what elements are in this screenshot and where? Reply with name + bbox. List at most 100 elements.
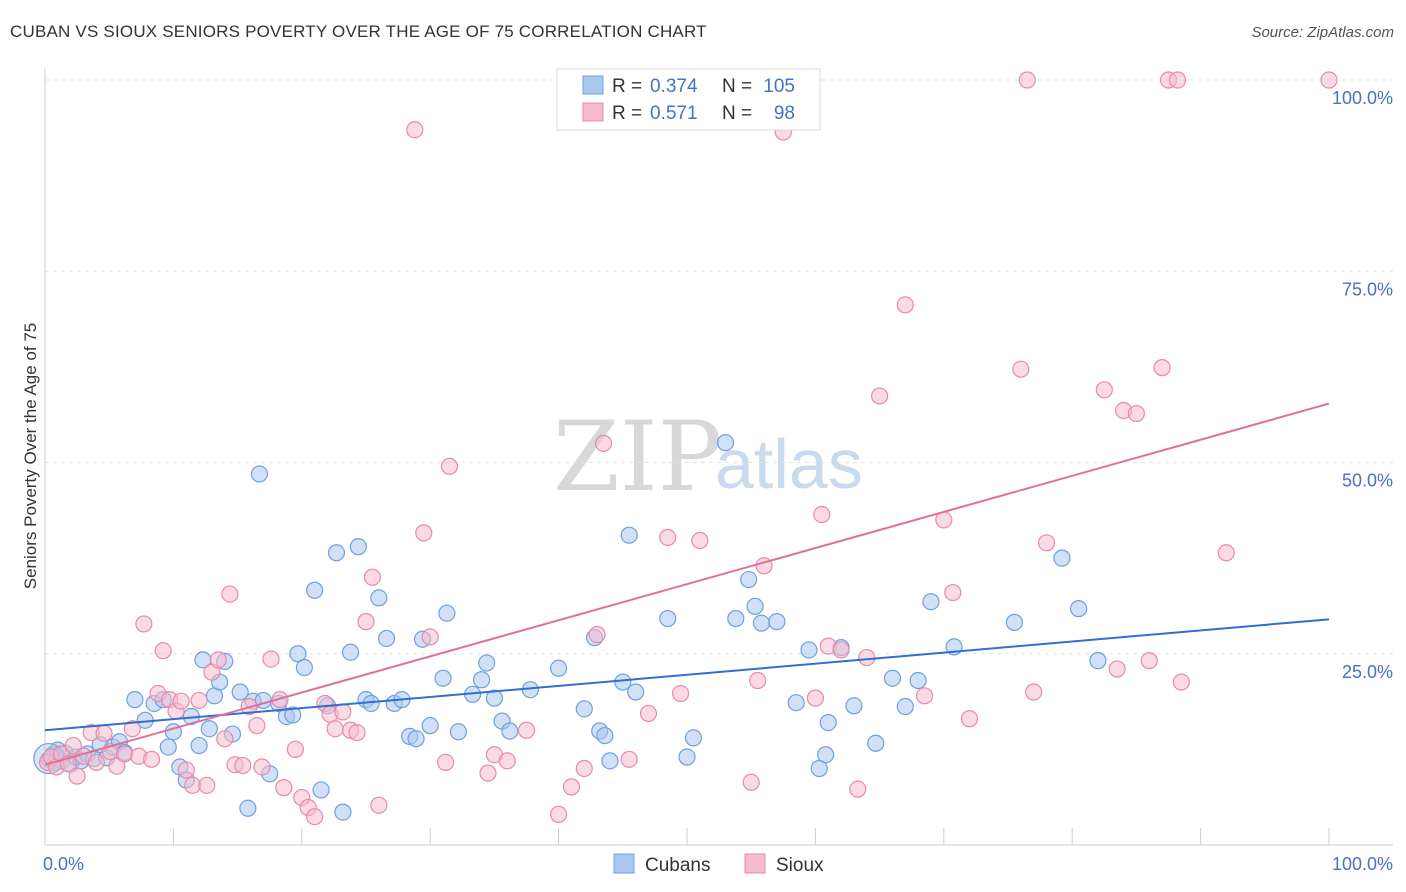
y-tick-label-25: 25.0% bbox=[1342, 662, 1393, 682]
cubans-point bbox=[478, 654, 496, 672]
legend-r-value-cubans: 0.374 bbox=[650, 76, 698, 97]
sioux-point bbox=[1018, 71, 1036, 89]
cubans-point bbox=[716, 434, 735, 452]
sioux-point bbox=[190, 691, 208, 710]
cubans-point bbox=[501, 722, 519, 740]
cubans-point bbox=[596, 727, 614, 745]
cubans-point bbox=[768, 613, 786, 631]
sioux-point bbox=[306, 808, 324, 826]
cubans-point bbox=[327, 544, 346, 562]
cubans-point bbox=[159, 738, 177, 756]
cubans-point bbox=[334, 803, 352, 821]
cubans-point bbox=[896, 697, 914, 716]
bottom-legend-swatch-sioux bbox=[744, 853, 766, 874]
sioux-point bbox=[691, 531, 709, 550]
cubans-point bbox=[434, 669, 452, 687]
sioux-point bbox=[135, 615, 153, 633]
sioux-point bbox=[95, 724, 113, 742]
cubans-point bbox=[1089, 652, 1107, 670]
sioux-point bbox=[1140, 652, 1158, 670]
cubans-point bbox=[614, 673, 632, 691]
cubans-point bbox=[341, 643, 360, 661]
y-tick-label-100: 100.0% bbox=[1332, 88, 1393, 108]
sioux-point bbox=[1012, 360, 1030, 378]
x-tick-label-min: 0.0% bbox=[43, 854, 84, 874]
sioux-point bbox=[253, 758, 271, 776]
sioux-point bbox=[749, 671, 767, 690]
legend-r-value-sioux: 0.571 bbox=[650, 103, 698, 124]
sioux-point bbox=[108, 757, 126, 775]
sioux-point bbox=[832, 641, 850, 659]
sioux-point bbox=[363, 568, 382, 586]
x-tick-label-max: 100.0% bbox=[1332, 854, 1393, 874]
sioux-point bbox=[271, 691, 289, 709]
sioux-point bbox=[209, 651, 227, 669]
cubans-point bbox=[485, 689, 503, 707]
sioux-point bbox=[177, 761, 195, 779]
sioux-point bbox=[896, 296, 914, 314]
cubans-point bbox=[819, 713, 837, 732]
sioux-point bbox=[479, 764, 497, 782]
sioux-point bbox=[348, 723, 366, 742]
gridlines bbox=[45, 79, 1393, 655]
sioux-point bbox=[849, 780, 867, 798]
sioux-point bbox=[68, 767, 86, 785]
cubans-point bbox=[575, 700, 593, 718]
cubans-point bbox=[190, 736, 208, 755]
sioux-point bbox=[221, 585, 239, 603]
cubans-point bbox=[312, 781, 330, 799]
chart-title: CUBAN VS SIOUX SENIORS POVERTY OVER THE … bbox=[10, 22, 707, 41]
sioux-point bbox=[813, 505, 831, 524]
sioux-point bbox=[370, 796, 388, 814]
sioux-point bbox=[421, 628, 439, 646]
sioux-point bbox=[1168, 71, 1187, 89]
sioux-point bbox=[1108, 660, 1126, 678]
bottom-legend-swatch-cubans bbox=[613, 853, 635, 874]
cubans-point bbox=[349, 538, 367, 556]
bottom-legend-label-sioux: Sioux bbox=[776, 855, 824, 876]
cubans-point bbox=[800, 641, 818, 659]
cubans-trend-line bbox=[44, 618, 1330, 732]
cubans-point bbox=[231, 683, 249, 701]
sioux-point bbox=[870, 387, 889, 405]
cubans-point bbox=[845, 697, 863, 715]
sioux-point bbox=[440, 457, 459, 475]
y-tick-label-75: 75.0% bbox=[1342, 279, 1393, 299]
cubans-point bbox=[817, 746, 835, 764]
cubans-point bbox=[922, 593, 940, 611]
sioux-point bbox=[575, 759, 593, 778]
sioux-point bbox=[858, 648, 876, 667]
cubans-point bbox=[370, 589, 388, 607]
cubans-point bbox=[1053, 549, 1071, 567]
sioux-point bbox=[172, 692, 190, 710]
sioux-point bbox=[1153, 359, 1171, 377]
sioux-point bbox=[498, 752, 516, 770]
legend-n-value-sioux: 98 bbox=[774, 103, 795, 124]
y-axis-title: Seniors Poverty Over the Age of 75 bbox=[21, 323, 40, 589]
legend-swatch-sioux bbox=[582, 102, 604, 122]
watermark-zip: ZIP bbox=[553, 401, 722, 513]
chart-source: Source: ZipAtlas.com bbox=[1251, 24, 1394, 41]
cubans-point bbox=[909, 671, 927, 690]
cubans-point bbox=[627, 683, 645, 701]
legend-n-label-sioux: N = bbox=[722, 103, 752, 124]
sioux-point bbox=[286, 740, 304, 758]
y-tick-label-50: 50.0% bbox=[1342, 471, 1393, 491]
watermark-atlas: atlas bbox=[715, 425, 863, 503]
sioux-point bbox=[1172, 673, 1190, 691]
cubans-point bbox=[1005, 613, 1024, 631]
sioux-point bbox=[549, 805, 568, 824]
cubans-point bbox=[810, 759, 828, 778]
cubans-point bbox=[727, 609, 745, 628]
series-legend: Cubans Sioux bbox=[613, 853, 824, 876]
sioux-point bbox=[275, 779, 293, 797]
cubans-point bbox=[620, 526, 638, 544]
cubans-point bbox=[250, 465, 269, 483]
sioux-trend-line bbox=[44, 402, 1330, 766]
sioux-point bbox=[154, 642, 172, 660]
sioux-point bbox=[116, 745, 134, 763]
sioux-point bbox=[620, 750, 638, 768]
bottom-legend-label-cubans: Cubans bbox=[645, 855, 711, 876]
sioux-point bbox=[944, 583, 962, 602]
